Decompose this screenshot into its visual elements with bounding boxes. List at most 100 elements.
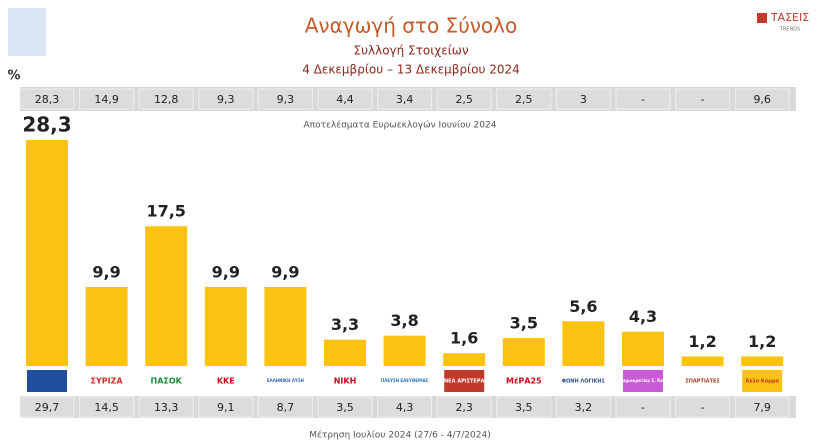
chart-title: Αναγωγή στο Σύνολο — [305, 14, 518, 38]
top-row-value: 14,9 — [94, 93, 119, 106]
value-label: 3,8 — [390, 311, 418, 330]
top-cell — [19, 88, 75, 110]
value-label: 17,5 — [146, 202, 185, 221]
value-label: 4,3 — [629, 307, 657, 326]
bottom-cell — [436, 396, 492, 418]
party-name: Κίνημα Δημοκρατίας Σ. Κασσελάκη — [604, 378, 683, 383]
bottom-row-value: 3,2 — [575, 401, 593, 414]
value-label: 9,9 — [212, 262, 240, 281]
top-row-label: Αποτελέσματα Ευρωεκλογών Ιουνίου 2024 — [304, 120, 497, 131]
bottom-cell — [734, 396, 790, 418]
value-label: 5,6 — [569, 297, 597, 316]
top-row-value: 2,5 — [455, 93, 473, 106]
bar — [562, 321, 605, 366]
top-cell — [555, 88, 611, 110]
value-label: 9,9 — [271, 262, 299, 281]
top-row-value: 9,3 — [217, 93, 235, 106]
bottom-row-value: - — [701, 401, 705, 414]
top-row-value: 9,6 — [753, 93, 771, 106]
party-name: ΜέΡΑ25 — [506, 376, 542, 386]
value-label: 3,3 — [331, 315, 359, 334]
bottom-row-value: 3,5 — [336, 401, 354, 414]
party-logo — [86, 370, 127, 392]
top-row-value: - — [641, 93, 645, 106]
party-name: Άλλο Κόμμα — [745, 378, 779, 385]
top-row-value: 12,8 — [154, 93, 179, 106]
party-logo — [742, 370, 783, 392]
party-logo — [384, 370, 425, 392]
bar — [502, 338, 545, 366]
bottom-cell — [317, 396, 373, 418]
party-name: ΝΙΚΗ — [334, 377, 357, 386]
bar — [85, 286, 128, 366]
top-cell — [257, 88, 313, 110]
bottom-row-value: 14,5 — [94, 401, 119, 414]
bottom-row-value: 4,3 — [396, 401, 414, 414]
top-row-value: 3,4 — [396, 93, 414, 106]
party-name: ΠΑΣΟΚ — [151, 377, 183, 386]
bottom-row-value: 29,7 — [35, 401, 60, 414]
bottom-row-value: 9,1 — [217, 401, 235, 414]
value-label: 1,6 — [450, 329, 478, 348]
top-cell — [734, 88, 790, 110]
top-row-value: 4,4 — [336, 93, 354, 106]
bottom-row-value: 2,3 — [455, 401, 473, 414]
top-row-value: 9,3 — [277, 93, 295, 106]
bottom-cell — [555, 396, 611, 418]
value-label: 1,2 — [748, 332, 776, 351]
bottom-cell — [496, 396, 552, 418]
party-logo — [623, 370, 663, 392]
bottom-row-value: 3,5 — [515, 401, 533, 414]
party-logo — [27, 370, 67, 392]
top-cell — [79, 88, 135, 110]
party-logo — [444, 370, 485, 392]
top-row-value: 2,5 — [515, 93, 533, 106]
bottom-cell — [79, 396, 135, 418]
party-name: ΚΚΕ — [217, 377, 235, 386]
party-logo — [265, 370, 306, 392]
brand-name: ΤΑΣΕΙΣ — [770, 11, 809, 24]
bar — [145, 226, 188, 366]
party-name: ΝΕΑ ΑΡΙΣΤΕΡΑ — [444, 379, 485, 385]
bar — [741, 356, 784, 366]
bottom-cell — [19, 396, 75, 418]
bar — [622, 331, 664, 366]
map-icon — [8, 8, 46, 56]
bar — [681, 356, 724, 366]
party-name: ΣΥΡΙΖΑ — [91, 377, 124, 386]
party-name: ΠΛΕΥΣΗ ΕΛΕΥΘΕΡΙΑΣ — [381, 378, 429, 383]
bar — [383, 335, 426, 366]
bottom-row-value: 13,3 — [154, 401, 179, 414]
top-cell — [675, 88, 731, 110]
bottom-cell — [138, 396, 194, 418]
value-label: 3,5 — [510, 314, 538, 333]
bottom-row-value: - — [641, 401, 645, 414]
party-logo — [325, 370, 365, 392]
bar — [264, 286, 307, 366]
bottom-cell — [377, 396, 433, 418]
top-row-value: - — [701, 93, 705, 106]
bottom-cell — [257, 396, 313, 418]
top-cell — [138, 88, 194, 110]
bar — [443, 353, 486, 366]
bottom-row-label: Μέτρηση Ιουλίου 2024 (27/6 - 4/7/2024) — [309, 430, 490, 441]
unit-label: % — [7, 69, 20, 84]
bottom-row-value: 7,9 — [753, 401, 771, 414]
party-logo — [146, 370, 187, 392]
bottom-cell — [615, 396, 671, 418]
bar — [324, 339, 366, 366]
top-row-value: 28,3 — [35, 93, 60, 106]
bottom-row-value: 8,7 — [277, 401, 295, 414]
value-label: 9,9 — [92, 262, 120, 281]
party-name: ΣΠΑΡΤΙΑΤΕΣ — [685, 379, 720, 385]
chart-period: 4 Δεκεμβρίου – 13 Δεκεμβρίου 2024 — [302, 63, 520, 77]
brand-tagline: TRENDS — [779, 27, 800, 33]
bottom-cell — [675, 396, 731, 418]
top-cell — [317, 88, 373, 110]
party-logo — [503, 370, 544, 392]
party-logo — [682, 370, 723, 392]
top-cell — [496, 88, 552, 110]
party-name: ΕΛΛΗΝΙΚΗ ΛΥΣΗ — [267, 378, 304, 383]
party-name: ΦΩΝΗ ΛΟΓΙΚΗΣ — [562, 379, 606, 385]
